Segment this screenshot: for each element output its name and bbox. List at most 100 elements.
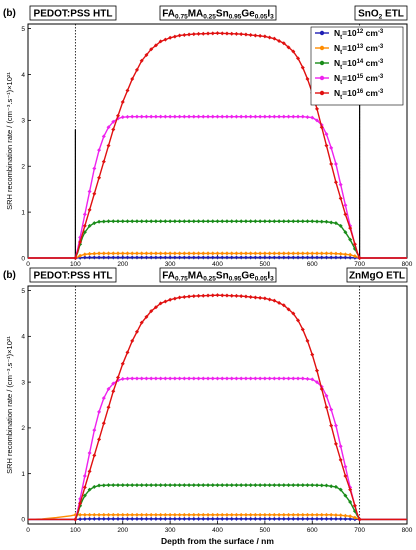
data-point [153,305,158,310]
data-point [338,487,343,492]
data-point [177,516,182,521]
formula-part: Sn [216,9,229,20]
data-point [314,255,319,260]
data-point [144,114,149,119]
data-point [234,251,239,256]
data-point [125,251,130,256]
data-point [134,251,139,256]
legend-label-part: t [340,95,342,101]
data-point [182,516,187,521]
data-series [28,516,407,522]
data-point [224,483,229,488]
data-point [191,376,196,381]
data-point [220,512,225,517]
legend-marker [319,60,325,66]
data-point [153,251,158,256]
formula-part: 0.75 [175,275,188,282]
data-point [111,119,116,124]
data-point [310,251,315,256]
data-point [324,393,329,398]
legend-marker [319,90,325,96]
data-point [338,516,343,521]
data-point [130,114,135,119]
data-point [338,251,343,256]
legend-label-part: cm [363,28,378,38]
data-point [248,376,253,381]
data-point [101,255,106,260]
data-point [296,483,301,488]
data-point [314,512,319,517]
data-point [243,516,248,521]
data-point [97,437,102,442]
data-point [101,421,106,426]
data-point [196,31,201,36]
data-point [343,464,348,469]
data-point [210,255,215,260]
data-point [206,376,211,381]
formula-part: 0.05 [255,275,268,282]
data-point [229,293,234,298]
data-series [27,512,407,522]
y-tick-label: 4 [21,72,25,79]
data-point [187,483,192,488]
data-point [277,114,282,119]
formula-part: 0.95 [229,13,242,20]
data-point [324,516,329,521]
htl-label: PEDOT:PSS HTL [34,9,113,20]
data-point [234,376,239,381]
data-point [300,255,305,260]
data-point [220,376,225,381]
data-point [101,251,106,256]
data-point [310,516,315,521]
data-point [92,428,97,433]
data-point [343,212,348,217]
legend-label-part: t [340,65,342,71]
etl-label-part: 2 [379,13,383,20]
data-point [82,252,87,257]
data-point [144,376,149,381]
data-point [348,487,353,492]
data-point [329,220,334,225]
data-point [239,516,244,521]
data-point [144,251,149,256]
data-point [272,512,277,517]
data-point [116,251,121,256]
legend-label-part: N [334,43,340,53]
data-point [191,255,196,260]
etl-label-part: SnO [358,9,379,20]
data-point [234,516,239,521]
data-point [248,33,253,38]
data-point [134,512,139,517]
data-point [172,255,177,260]
data-point [348,517,353,522]
data-point [182,294,187,299]
data-point [229,512,234,517]
data-point [248,255,253,260]
data-point [272,483,277,488]
data-point [314,251,319,256]
data-point [262,34,267,39]
data-point [291,376,296,381]
data-point [272,114,277,119]
legend-label-part: 13 [357,44,364,50]
data-point [130,255,135,260]
data-point [343,203,348,208]
data-point [139,483,144,488]
data-point [277,516,282,521]
data-point [224,512,229,517]
data-point [177,255,182,260]
data-point [191,251,196,256]
data-point [191,32,196,37]
data-point [111,483,116,488]
data-point [191,483,196,488]
data-series [28,219,407,260]
data-point [153,114,158,119]
data-point [158,301,163,306]
data-point [272,255,277,260]
data-point [277,300,282,305]
data-point [87,469,92,474]
data-point [82,255,87,260]
data-point [262,255,267,260]
data-series [28,251,407,260]
data-point [130,77,135,82]
